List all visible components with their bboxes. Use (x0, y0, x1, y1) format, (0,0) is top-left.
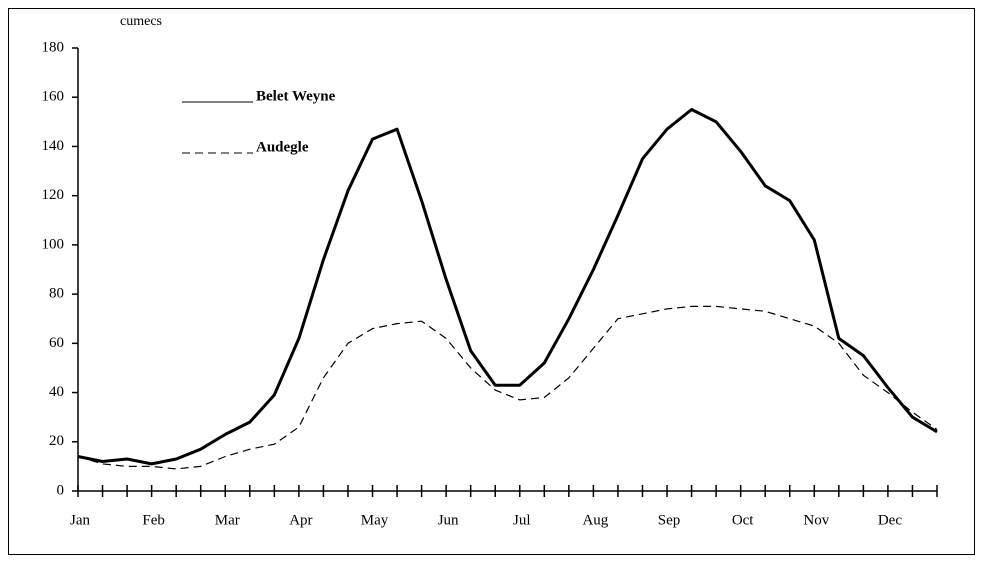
y-tick-label: 100 (42, 236, 65, 252)
y-tick-label: 80 (49, 286, 64, 302)
y-tick-label: 0 (57, 482, 65, 498)
frame (8, 8, 975, 555)
x-tick-label: May (361, 512, 389, 528)
x-tick-label: Apr (289, 512, 312, 528)
x-tick-label: Aug (582, 512, 608, 528)
x-tick-label: Oct (732, 512, 754, 528)
x-tick-label: Nov (803, 512, 829, 528)
y-tick-label: 60 (49, 335, 64, 351)
x-tick-label: Feb (142, 512, 165, 528)
y-tick-label: 140 (42, 138, 65, 154)
x-tick-label: Jun (438, 512, 459, 528)
y-tick-label: 120 (42, 187, 65, 203)
x-tick-label: Jan (70, 512, 90, 528)
legend-label: Belet Weyne (256, 88, 336, 104)
series-line (77, 305, 938, 470)
y-tick-label: 160 (42, 89, 65, 105)
series-line (77, 108, 938, 466)
x-tick-label: Jul (513, 512, 531, 528)
x-tick-label: Dec (878, 512, 902, 528)
legend-label: Audegle (256, 139, 309, 155)
y-tick-label: 20 (49, 433, 64, 449)
y-tick-label: 180 (42, 39, 65, 55)
x-tick-label: Sep (658, 512, 681, 528)
x-tick-label: Mar (215, 512, 240, 528)
y-tick-label: 40 (49, 384, 64, 400)
y-axis-label: cumecs (120, 14, 162, 29)
